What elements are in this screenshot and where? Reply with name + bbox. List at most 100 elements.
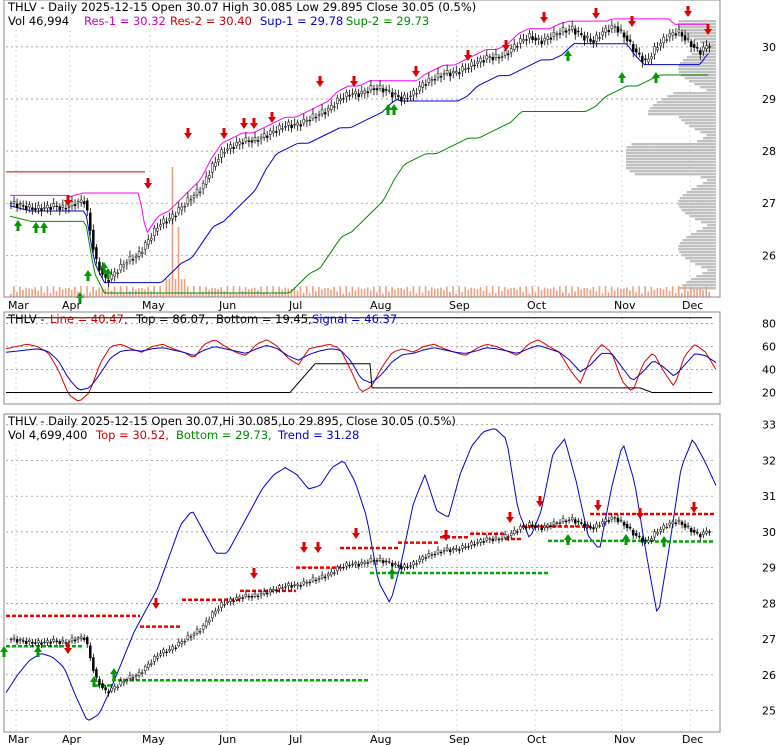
volume-bar (662, 289, 665, 297)
sell-arrow (144, 178, 152, 189)
trend-candle-body (628, 526, 632, 529)
volume-profile-bar (626, 164, 716, 167)
volume-bar (107, 287, 110, 297)
volume-bar (476, 289, 479, 297)
candle-body (278, 125, 281, 131)
volume-bar (275, 292, 277, 297)
trend-candle-body (67, 641, 71, 643)
trend-candle-body (476, 541, 479, 544)
candle-body (67, 206, 71, 208)
candle-body (40, 208, 43, 212)
volume-profile-bar (695, 218, 716, 221)
volume-bar (555, 290, 558, 297)
volume-bar (138, 287, 140, 297)
trend-candle-body (470, 541, 473, 546)
volume-bar (299, 286, 302, 297)
trend-candle-body (73, 639, 77, 642)
buy-arrow (100, 262, 108, 273)
volume-profile-bar (700, 131, 716, 134)
trend-candle-body (168, 649, 171, 652)
volume-bar (534, 292, 537, 297)
trend-candle-body (528, 522, 531, 527)
trend-candle-body (494, 536, 498, 540)
trend-candle-body (333, 572, 336, 574)
trend-candle-body (391, 562, 394, 567)
candle-body (183, 206, 187, 208)
trend-candle-body (101, 683, 104, 689)
volume-bar (339, 286, 341, 297)
volume-bar (473, 288, 476, 297)
sell-arrow (592, 8, 600, 19)
volume-bar (162, 292, 165, 297)
trend-x-ticks: Mar Apr May Jun Jul Aug Sep Oct Nov Dec (8, 733, 703, 745)
trend-candle-body (177, 641, 180, 647)
trend-candle-body (403, 564, 406, 568)
trend-y-tick-label: 31 (762, 490, 776, 503)
volume-profile-bar (689, 215, 716, 218)
candle-body (595, 34, 598, 42)
volume-profile-bar (706, 179, 716, 182)
candle-body (601, 31, 604, 36)
volume-profile-bar (700, 176, 716, 179)
trend-header-bottom: Bottom = 29.73, (176, 428, 272, 442)
price-x-tick-label: Jul (288, 299, 302, 312)
volume-bar (403, 289, 406, 297)
volume-bar (153, 286, 155, 297)
trend-candle-body (143, 665, 147, 671)
volume-bar (452, 286, 454, 297)
trend-candle-body (589, 526, 592, 529)
volume-profile-bar (688, 35, 716, 38)
volume-bar (357, 287, 360, 297)
trend-x-tick-label: Nov (614, 733, 636, 745)
volume-profile-bar (682, 284, 716, 287)
volume-profile-bar (682, 239, 716, 242)
trend-candle-body (525, 526, 528, 528)
candle-body (272, 130, 275, 134)
volume-bar (22, 290, 24, 297)
volume-bar (537, 286, 540, 297)
volume-profile-bar (648, 113, 716, 116)
candle-body (229, 144, 232, 149)
osc-y-tick-label: 40 (762, 364, 776, 377)
candle-body (613, 26, 617, 28)
candle-body (464, 68, 467, 70)
volume-bar (394, 289, 396, 297)
trend-candle-body (357, 563, 360, 567)
candle-body (21, 205, 25, 207)
candle-body (58, 206, 62, 211)
volume-bar (531, 286, 534, 297)
candle-body (427, 78, 431, 83)
price-panel-frame (3, 0, 721, 298)
price-grid (6, 30, 716, 297)
candle-body (269, 130, 272, 135)
trend-candle-body (336, 566, 339, 572)
trend-candle-body (82, 637, 86, 640)
candle-body (128, 255, 132, 262)
trend-candle-body (580, 522, 583, 524)
volume-bar (430, 287, 433, 297)
trend-candle-body (308, 581, 312, 584)
trend-x-tick-label: Dec (682, 733, 703, 745)
trend-candle-body (37, 640, 40, 643)
trend-candle-body (458, 549, 461, 551)
candle-body (619, 29, 623, 31)
volume-profile-bar (696, 185, 716, 188)
volume-bar (67, 287, 70, 297)
candle-body (470, 61, 473, 67)
trend-candle-body (156, 655, 159, 659)
price-y-tick-label: 27 (762, 197, 776, 210)
trend-candle-body (98, 679, 101, 686)
volume-bar (80, 286, 82, 297)
buy-arrow (618, 72, 626, 83)
trend-candle-body (546, 524, 550, 528)
candle-body (34, 208, 37, 211)
sell-arrow (240, 118, 248, 129)
volume-bar (211, 287, 213, 297)
volume-bar (125, 286, 128, 297)
candle-body (177, 207, 180, 214)
volume-profile-bar (678, 26, 716, 29)
candle-body (232, 146, 235, 150)
candle-body (363, 90, 367, 94)
trend-sell-arrow (594, 500, 602, 511)
volume-bar (376, 292, 378, 297)
